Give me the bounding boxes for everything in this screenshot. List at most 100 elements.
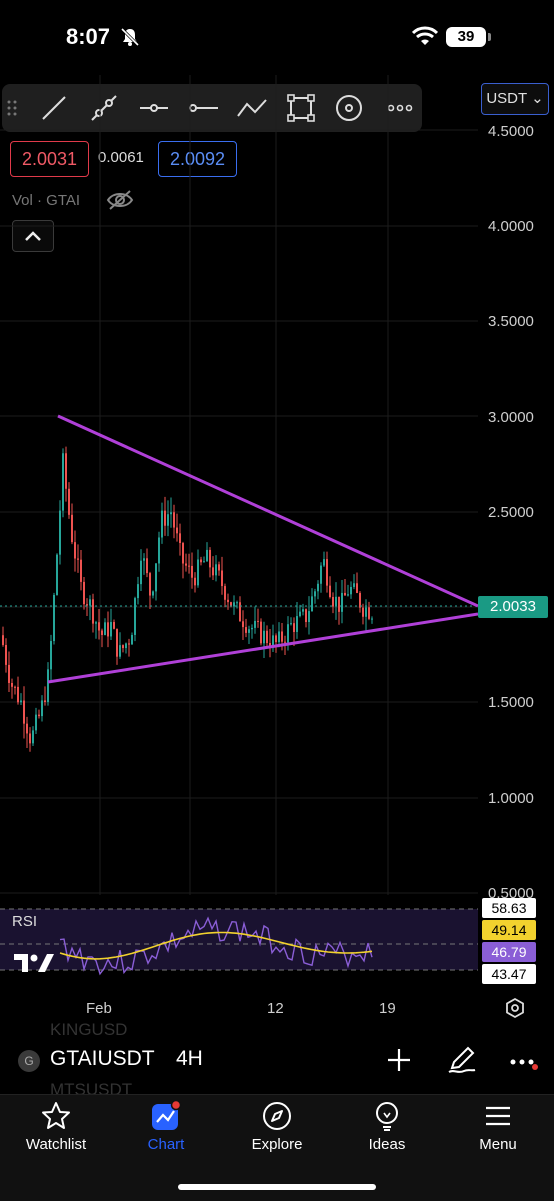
chart-grid xyxy=(0,75,478,895)
candle-body xyxy=(236,602,238,604)
candle-body xyxy=(77,558,79,560)
ray-icon[interactable] xyxy=(88,92,120,124)
symbol-name[interactable]: GTAIUSDT xyxy=(50,1047,155,1070)
candle-body xyxy=(167,514,169,526)
candle-body xyxy=(311,596,313,612)
candle-body xyxy=(62,453,64,511)
last-price-tag: 2.0033 xyxy=(478,596,548,618)
nav-explore[interactable]: Explore xyxy=(227,1100,327,1153)
candle-body xyxy=(74,542,76,559)
sell-price-button[interactable]: 2.0031 xyxy=(10,141,89,177)
nav-label: Explore xyxy=(251,1136,303,1153)
candle-body xyxy=(53,594,55,642)
candle-body xyxy=(47,669,49,703)
rsi-pane[interactable] xyxy=(0,898,478,988)
candle-body xyxy=(296,616,298,632)
price-axis-label: 3.0000 xyxy=(488,409,534,426)
candle-body xyxy=(173,512,175,528)
candle-body xyxy=(350,586,352,595)
candle-body xyxy=(203,561,205,563)
triangle-upper-trendline[interactable] xyxy=(57,414,478,608)
price-axis-label: 0.5000 xyxy=(488,885,534,902)
eye-hidden-icon[interactable] xyxy=(106,188,134,212)
candle-body xyxy=(161,510,163,538)
nav-ideas[interactable]: Ideas xyxy=(337,1100,437,1153)
candle-body xyxy=(113,622,115,629)
candle-body xyxy=(197,559,199,586)
collapse-legend-button[interactable] xyxy=(12,220,54,252)
candle-body xyxy=(191,565,193,578)
rsi-label: RSI xyxy=(12,913,38,930)
candle-body xyxy=(338,596,340,612)
candle-body xyxy=(200,559,202,563)
draw-pen-icon[interactable] xyxy=(446,1044,478,1076)
candle-body xyxy=(344,592,346,596)
candle-body xyxy=(32,730,34,744)
horizontal-ray-icon[interactable] xyxy=(138,92,170,124)
candle-body xyxy=(14,686,16,688)
circle-icon[interactable] xyxy=(333,92,365,124)
buy-price-button[interactable]: 2.0092 xyxy=(158,141,237,177)
candle-body xyxy=(224,586,226,600)
home-indicator xyxy=(178,1184,376,1190)
candle-body xyxy=(35,714,37,731)
triangle-lower-trendline[interactable] xyxy=(47,612,478,684)
candle-body xyxy=(185,563,187,566)
trend-line-icon[interactable] xyxy=(38,92,70,124)
candle-body xyxy=(308,611,310,623)
candle-body xyxy=(347,594,349,596)
candle-body xyxy=(137,584,139,599)
candle-body xyxy=(326,559,328,586)
candle-body xyxy=(188,565,190,567)
nav-watchlist[interactable]: Watchlist xyxy=(6,1100,106,1153)
chart-icon xyxy=(152,1100,182,1130)
candle-body xyxy=(26,723,28,734)
interval-selector[interactable]: 4H xyxy=(176,1047,203,1070)
nav-chart[interactable]: Chart xyxy=(116,1100,216,1153)
candle-body xyxy=(314,591,316,597)
path-icon[interactable] xyxy=(236,92,268,124)
chevron-up-icon xyxy=(25,231,41,241)
candle-body xyxy=(140,560,142,585)
lightbulb-icon xyxy=(376,1102,398,1131)
currency-selector[interactable]: USDT ⌄ xyxy=(481,83,549,115)
candle-body xyxy=(245,627,247,633)
rectangle-icon[interactable] xyxy=(285,92,317,124)
candle-body xyxy=(266,630,268,644)
candle-body xyxy=(179,533,181,544)
candle-body xyxy=(263,630,265,644)
nav-label: Ideas xyxy=(368,1136,406,1153)
candle-body xyxy=(128,643,130,645)
horizontal-line-icon[interactable] xyxy=(188,92,220,124)
add-icon[interactable] xyxy=(386,1047,412,1073)
ghost-symbol-above: KINGUSD xyxy=(50,1020,128,1039)
candle-body xyxy=(152,591,154,596)
chevron-down-icon: ⌄ xyxy=(531,90,544,107)
more-options-icon[interactable] xyxy=(508,1052,538,1072)
candle-body xyxy=(260,621,262,644)
compass-icon xyxy=(263,1102,291,1130)
candle-body xyxy=(110,622,112,637)
drag-handle-icon[interactable] xyxy=(6,92,18,124)
price-axis-label: 1.0000 xyxy=(488,790,534,807)
candle-body xyxy=(242,621,244,628)
nav-label: Watchlist xyxy=(25,1136,87,1153)
candle-body xyxy=(38,714,40,717)
candle-body xyxy=(218,564,220,571)
rsi-ma-value: 49.14 xyxy=(482,920,536,940)
price-chart[interactable] xyxy=(0,75,478,895)
candle-body xyxy=(71,514,73,543)
chart-settings-icon[interactable] xyxy=(504,997,526,1019)
candle-body xyxy=(65,453,67,489)
rsi-line xyxy=(59,916,373,976)
candle-body xyxy=(233,602,235,607)
candle-body xyxy=(335,596,337,607)
rsi-upper-value: 58.63 xyxy=(482,898,536,918)
candle-body xyxy=(89,599,91,606)
candle-body xyxy=(95,622,97,624)
candle-body xyxy=(68,488,70,515)
time-axis-label: 19 xyxy=(379,1000,396,1017)
candle-body xyxy=(239,602,241,622)
nav-menu[interactable]: Menu xyxy=(448,1100,548,1153)
candle-body xyxy=(356,583,358,593)
